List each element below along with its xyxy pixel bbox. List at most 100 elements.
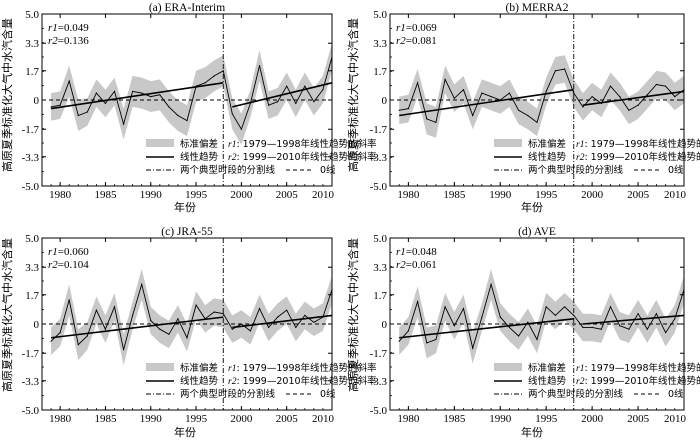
y-tick-label: 0 [382,319,388,331]
y-tick-label: 0 [34,319,40,331]
legend-band-label: 标准偏差 [180,138,218,150]
y-tick-label: -1.7 [22,348,40,360]
data-point [249,102,251,104]
data-point [609,306,612,308]
legend-divider-label: 两个典型时段的分割线 [180,388,276,400]
legend-r2-symbol: r2 [576,377,585,387]
data-point [322,89,324,91]
y-tick-label: 5.0 [373,233,387,245]
r1-annotation: r1=0.069 [396,22,437,34]
legend-r2-desc: r2: 1999—2010年线性趋势的斜率 [576,151,700,163]
data-point [582,106,584,108]
y-tick-label: -3.3 [22,376,40,388]
y-tick-label: 3.3 [25,262,39,274]
data-point [304,85,306,87]
y-tick-label: 0 [34,95,40,107]
data-point [304,314,306,316]
data-point [168,333,170,335]
data-point [628,109,630,111]
x-tick-label: 1995 [535,413,558,425]
data-point [295,326,297,328]
data-point [637,104,639,106]
data-point [591,326,593,328]
legend-r1-text: : 1979—1998年线性趋势的斜率 [584,362,700,374]
y-tick-label: -5.0 [22,181,40,193]
x-tick-label: 1980 [397,189,420,201]
trend-line-1979-1998 [399,88,574,117]
x-tick-label: 1995 [535,189,558,201]
data-point [113,306,116,308]
data-point [313,101,315,103]
data-point [50,106,52,108]
r1-value: =0.069 [406,22,437,34]
legend-r2-symbol: r2 [228,377,237,387]
data-point [426,118,428,120]
panel-title: (d) AVE [518,226,556,238]
y-tick-label: 5.0 [373,9,387,21]
r2-value: =0.104 [58,259,89,271]
data-point [554,314,557,316]
data-point [168,106,170,108]
y-tick-label: -5.0 [370,405,388,417]
data-point [95,309,97,311]
x-tick-label: 1985 [94,189,117,201]
x-tick-label: 2005 [627,413,650,425]
data-point [59,104,61,106]
data-point [582,326,584,328]
legend-r2-symbol: r2 [576,153,585,163]
data-point [123,123,125,125]
r1-value: =0.048 [406,246,437,258]
legend-zero-label: 0线 [320,388,336,400]
data-point [295,102,297,104]
r2-symbol: r2 [48,259,58,271]
legend-trend-label: 线性趋势 [528,151,567,163]
y-tick-label: -1.7 [22,124,40,136]
trend-line-1979-1998 [50,82,224,110]
data-point [573,314,575,316]
legend-band-swatch [494,363,522,371]
trend-line-1979-1998 [50,316,224,339]
r2-annotation: r2=0.061 [396,259,437,271]
data-point [204,318,206,320]
data-point [95,92,97,94]
data-point [600,328,602,330]
data-point [499,99,501,101]
data-point [444,306,446,308]
y-tick-label: -5.0 [370,181,388,193]
data-point [249,330,251,332]
legend-divider-label: 两个典型时段的分割线 [528,388,624,400]
legend-divider-label: 两个典型时段的分割线 [528,164,624,176]
data-point [277,101,279,103]
panel-title: (a) ERA-Interim [149,2,225,14]
y-axis-title-left-bottom: 高原夏季标准化大气中水汽含量 [0,238,14,392]
x-tick-label: 1990 [140,189,163,201]
data-point [518,109,520,111]
data-point [277,316,279,318]
data-point [536,121,538,123]
data-point [159,328,161,330]
data-point [646,94,648,96]
legend-band-swatch [146,139,174,147]
trend-line-1999-2010 [582,314,685,325]
data-point [536,338,538,341]
y-tick-label: 3.3 [373,262,387,274]
data-point [231,328,233,330]
data-point [286,309,288,311]
data-point [204,82,206,84]
data-point [132,314,134,316]
x-tick-label: 1980 [49,413,72,425]
x-axis-title-d: 年份 [521,425,543,439]
panel-title: (b) MERRA2 [506,2,569,14]
data-point [508,92,510,94]
data-point [619,325,621,327]
x-tick-label: 1985 [443,413,466,425]
data-point [564,68,566,70]
data-point [222,313,224,315]
y-tick-label: 0 [382,95,388,107]
data-point [619,96,621,98]
data-point [77,114,79,117]
data-point [77,344,79,346]
x-axis-title-a: 年份 [174,200,196,214]
data-point [518,335,520,337]
